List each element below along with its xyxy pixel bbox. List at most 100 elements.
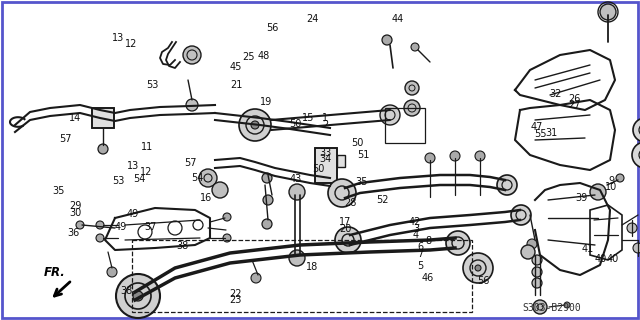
Circle shape: [521, 245, 535, 259]
Circle shape: [107, 267, 117, 277]
Circle shape: [616, 174, 624, 182]
Circle shape: [590, 184, 606, 200]
Text: 5: 5: [417, 261, 424, 271]
Text: 9: 9: [608, 176, 614, 186]
Circle shape: [76, 221, 84, 229]
Text: 55: 55: [534, 129, 547, 139]
Text: 11: 11: [141, 142, 154, 152]
Circle shape: [633, 118, 640, 142]
Bar: [132, 240, 472, 312]
Circle shape: [335, 227, 361, 253]
Circle shape: [382, 35, 392, 45]
Text: 15: 15: [302, 113, 315, 124]
Circle shape: [532, 255, 542, 265]
Text: 50: 50: [312, 164, 325, 174]
Circle shape: [404, 100, 420, 116]
Circle shape: [405, 81, 419, 95]
Text: 26: 26: [568, 93, 581, 104]
Text: 1: 1: [322, 113, 328, 124]
Circle shape: [133, 291, 143, 301]
Text: 2: 2: [322, 120, 328, 130]
Circle shape: [527, 239, 537, 249]
Text: 50: 50: [289, 119, 302, 129]
Text: 10: 10: [605, 182, 618, 192]
Circle shape: [186, 99, 198, 111]
Text: 30: 30: [69, 208, 82, 218]
Bar: [315, 148, 337, 183]
Text: 43: 43: [289, 173, 302, 184]
Text: 42: 42: [408, 217, 421, 228]
Text: 12: 12: [140, 167, 152, 177]
Text: 50: 50: [351, 138, 364, 148]
Text: 45: 45: [229, 61, 242, 72]
Bar: [337, 155, 345, 167]
Circle shape: [116, 274, 160, 318]
Text: 29: 29: [69, 201, 82, 212]
Text: 53: 53: [112, 176, 125, 186]
Text: 54: 54: [133, 173, 146, 184]
Circle shape: [475, 265, 481, 271]
Circle shape: [239, 109, 271, 141]
Text: 49: 49: [114, 221, 127, 232]
Circle shape: [380, 105, 400, 125]
Circle shape: [532, 267, 542, 277]
Bar: [92, 108, 114, 128]
Circle shape: [251, 121, 259, 129]
Text: 31: 31: [545, 128, 558, 138]
Text: 13: 13: [127, 161, 140, 171]
Text: 3: 3: [413, 224, 419, 234]
Text: FR.: FR.: [44, 266, 66, 278]
Circle shape: [446, 231, 470, 255]
Text: 49: 49: [127, 209, 140, 219]
Text: 33: 33: [319, 148, 332, 158]
Bar: [92, 108, 114, 128]
Text: S303-B2900: S303-B2900: [523, 303, 581, 313]
Text: 35: 35: [355, 177, 368, 187]
Text: 38: 38: [120, 285, 133, 296]
Text: 4: 4: [413, 230, 419, 240]
Circle shape: [183, 46, 201, 64]
Circle shape: [223, 213, 231, 221]
Circle shape: [600, 4, 616, 20]
Text: 19: 19: [259, 97, 272, 107]
Text: 7: 7: [417, 249, 424, 259]
Circle shape: [96, 221, 104, 229]
Text: 48: 48: [257, 51, 270, 61]
Circle shape: [96, 234, 104, 242]
Text: 39: 39: [575, 193, 588, 203]
Circle shape: [463, 253, 493, 283]
Text: 56: 56: [266, 23, 278, 33]
Circle shape: [289, 184, 305, 200]
Text: 47: 47: [530, 122, 543, 132]
Circle shape: [633, 243, 640, 253]
Text: 20: 20: [339, 224, 352, 234]
Text: 57: 57: [184, 157, 197, 168]
Text: 22: 22: [229, 289, 242, 299]
Circle shape: [98, 144, 108, 154]
Text: 6: 6: [417, 242, 424, 252]
Circle shape: [262, 219, 272, 229]
Circle shape: [450, 151, 460, 161]
Text: 37: 37: [144, 221, 157, 232]
Circle shape: [475, 151, 485, 161]
Text: 24: 24: [306, 13, 319, 24]
Circle shape: [425, 153, 435, 163]
Bar: [315, 148, 337, 183]
Circle shape: [262, 173, 272, 183]
Bar: [385, 108, 425, 143]
Circle shape: [199, 169, 217, 187]
Text: 13: 13: [112, 33, 125, 43]
Text: 14: 14: [69, 113, 82, 123]
Text: 41: 41: [581, 244, 594, 254]
Text: 23: 23: [229, 295, 242, 305]
Text: 12: 12: [125, 39, 138, 49]
Circle shape: [511, 205, 531, 225]
Circle shape: [289, 250, 305, 266]
Text: 17: 17: [339, 217, 352, 228]
Circle shape: [632, 142, 640, 168]
Text: 56: 56: [477, 276, 490, 286]
Circle shape: [627, 223, 637, 233]
Text: 27: 27: [568, 100, 581, 110]
Text: 32: 32: [549, 89, 562, 100]
Text: 21: 21: [230, 80, 243, 90]
